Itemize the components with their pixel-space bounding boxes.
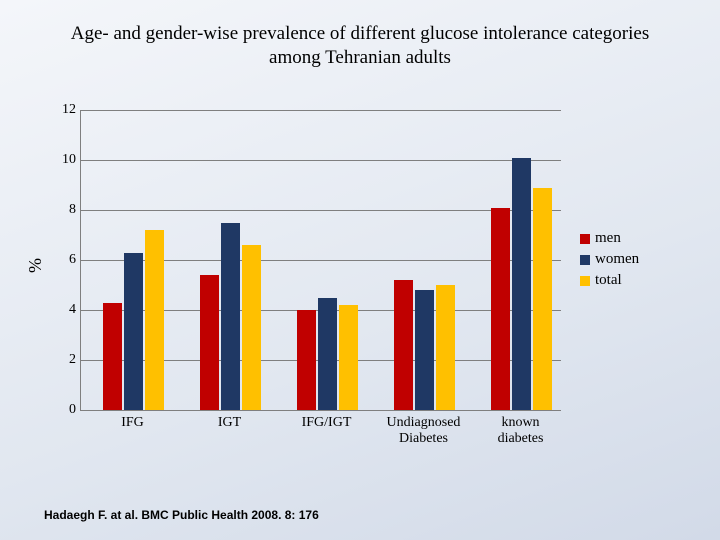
bar-women: [512, 158, 531, 411]
legend-swatch: [580, 276, 590, 286]
title-line-1: Age- and gender-wise prevalence of diffe…: [71, 23, 650, 44]
legend-label: total: [595, 272, 622, 289]
legend-swatch: [580, 255, 590, 265]
x-tick-label: IFG: [121, 415, 144, 431]
bar-men: [394, 280, 413, 410]
bar-women: [415, 290, 434, 410]
legend-item-total: total: [580, 272, 639, 289]
title-line-2: among Tehranian adults: [269, 47, 451, 68]
legend-label: women: [595, 251, 639, 268]
y-tick-label: 8: [56, 202, 76, 218]
x-tick-label: IFG/IGT: [302, 415, 352, 431]
y-tick-label: 10: [56, 152, 76, 168]
grid-line: [81, 160, 561, 161]
bar-men: [297, 310, 316, 410]
x-ticks: IFG IGT IFG/IGT UndiagnosedDiabetes knowndia…: [80, 415, 560, 455]
grid-line: [81, 110, 561, 111]
x-tick-label: UndiagnosedDiabetes: [387, 415, 461, 447]
grid-line: [81, 210, 561, 211]
plot-region: [80, 110, 561, 411]
bar-total: [533, 188, 552, 411]
chart-title: Age- and gender-wise prevalence of diffe…: [55, 22, 665, 70]
legend-item-women: women: [580, 251, 639, 268]
y-tick-label: 0: [56, 402, 76, 418]
bar-women: [221, 223, 240, 411]
bar-men: [200, 275, 219, 410]
legend: men women total: [580, 230, 639, 293]
bar-women: [318, 298, 337, 411]
x-tick-label: IGT: [218, 415, 241, 431]
y-tick-label: 2: [56, 352, 76, 368]
chart-area: 024681012 IFGIGTIFG/IGTUndiagnosedDiabet…: [60, 110, 660, 450]
slide: Age- and gender-wise prevalence of diffe…: [0, 0, 720, 540]
y-tick-label: 12: [56, 102, 76, 118]
citation-text: Hadaegh F. at al. BMC Public Health 2008…: [44, 508, 319, 522]
bar-women: [124, 253, 143, 411]
y-tick-label: 6: [56, 252, 76, 268]
bar-total: [145, 230, 164, 410]
legend-item-men: men: [580, 230, 639, 247]
bar-men: [103, 303, 122, 411]
legend-swatch: [580, 234, 590, 244]
bar-total: [242, 245, 261, 410]
y-axis-label: %: [25, 258, 46, 273]
bar-total: [339, 305, 358, 410]
bar-men: [491, 208, 510, 411]
x-tick-label: knowndiabetes: [498, 415, 544, 447]
bar-total: [436, 285, 455, 410]
legend-label: men: [595, 230, 621, 247]
y-tick-label: 4: [56, 302, 76, 318]
